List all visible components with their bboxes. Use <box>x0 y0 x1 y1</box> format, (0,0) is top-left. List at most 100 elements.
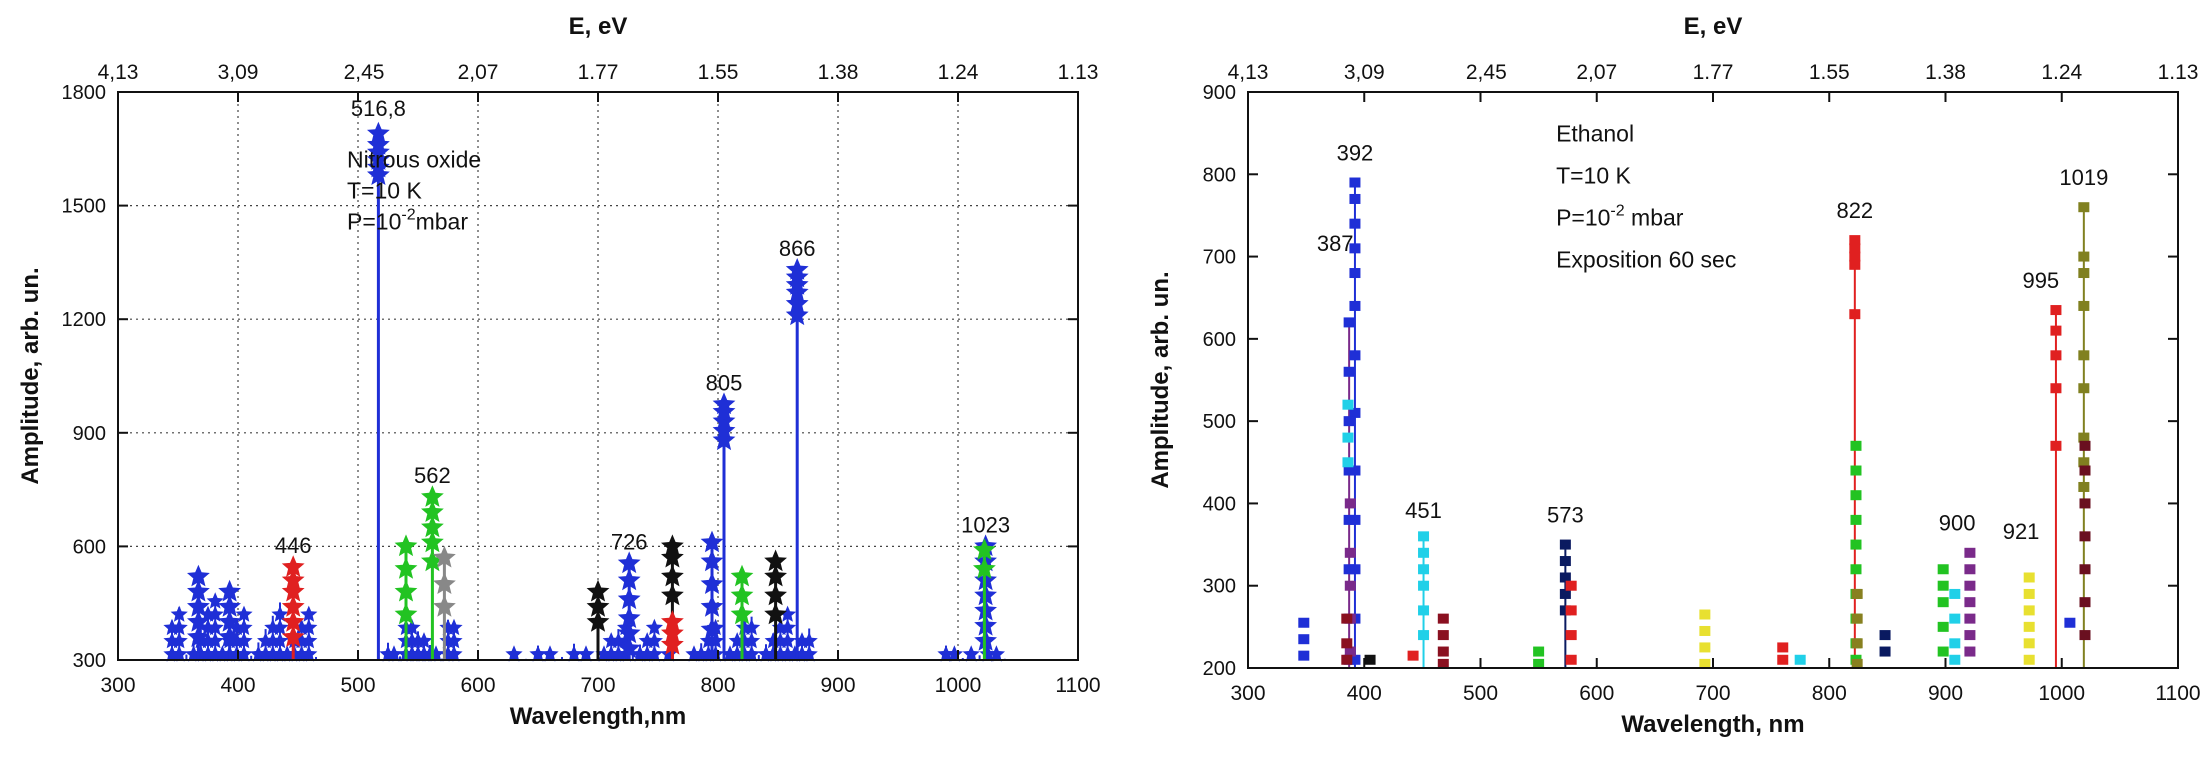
peak-marker <box>2079 498 2091 509</box>
x-tick-label: 800 <box>700 674 735 697</box>
peak-marker <box>785 280 809 303</box>
peak-marker <box>1343 465 1355 476</box>
cluster-marker <box>645 645 663 662</box>
peak-label: 1019 <box>2059 165 2108 190</box>
peak-marker <box>1341 613 1353 624</box>
cluster-marker <box>271 632 289 649</box>
peak-marker <box>281 555 305 577</box>
peak-marker <box>1298 634 1310 645</box>
peak-marker <box>1349 407 1361 418</box>
peak-marker <box>2078 300 2090 311</box>
cluster-marker <box>206 605 224 622</box>
cluster-marker <box>385 645 403 662</box>
peak-marker <box>2050 383 2062 394</box>
peak-marker <box>1949 638 1961 649</box>
peak-marker <box>1849 235 1861 246</box>
peak-marker <box>2023 638 2035 649</box>
peak-label: 1023 <box>961 512 1010 537</box>
cluster-marker <box>779 632 797 649</box>
peak-marker <box>1851 588 1863 599</box>
peak-marker <box>1341 654 1353 665</box>
peak-marker <box>1879 630 1891 641</box>
peak-marker <box>1565 630 1577 641</box>
peak-marker <box>700 530 724 553</box>
peak-marker <box>1565 654 1577 665</box>
peak-marker <box>661 545 684 568</box>
top-tick-label: 4,13 <box>98 61 139 84</box>
peak-marker <box>1937 580 1949 591</box>
peak-marker <box>187 610 210 632</box>
peak-marker <box>1343 317 1355 328</box>
peak-marker <box>730 564 754 587</box>
peak-marker <box>1850 514 1862 525</box>
peak-marker <box>1699 658 1711 669</box>
y-axis-title: Amplitude, arb. un. <box>17 267 44 484</box>
peak-marker <box>1342 399 1354 410</box>
peak-marker <box>1699 609 1711 620</box>
peak-marker <box>1533 658 1545 669</box>
peak-marker <box>218 595 241 617</box>
peak-marker <box>764 583 787 606</box>
cluster-marker <box>271 618 289 636</box>
peak-marker <box>1349 654 1361 665</box>
cluster-marker <box>415 632 433 649</box>
peak-marker <box>764 564 787 587</box>
peak-marker <box>1559 539 1571 550</box>
top-tick-label: 1.13 <box>1058 61 1099 84</box>
peak-marker <box>1418 630 1430 641</box>
peak-marker <box>1565 580 1577 591</box>
peak-marker <box>1298 617 1310 628</box>
peak-marker <box>1937 621 1949 632</box>
peak-marker <box>700 617 724 640</box>
peak-marker <box>586 579 610 602</box>
y-tick-label: 500 <box>1203 411 1236 433</box>
peak-marker <box>2078 350 2090 361</box>
cluster-marker <box>170 632 188 649</box>
x-tick-label: 1100 <box>2155 682 2200 705</box>
peak-marker <box>1341 638 1353 649</box>
peak-marker <box>2079 564 2091 575</box>
peak-marker <box>700 595 724 617</box>
peak-marker <box>1343 416 1355 427</box>
peak-marker <box>2023 654 2035 665</box>
y-tick-label: 900 <box>1203 82 1236 104</box>
cluster-marker <box>779 618 797 636</box>
peak-marker <box>1349 350 1361 361</box>
cluster-marker <box>300 645 318 662</box>
peak-label: 921 <box>2003 519 2040 544</box>
peak-marker <box>1349 300 1361 311</box>
peak-marker <box>187 564 210 587</box>
top-tick-label: 1.24 <box>2041 61 2082 84</box>
top-tick-label: 3,09 <box>218 61 259 84</box>
peak-marker <box>1344 547 1356 558</box>
plot-frame <box>1247 91 2179 669</box>
x-tick-label: 600 <box>1579 682 1614 705</box>
x-tick-label: 900 <box>1928 682 1963 705</box>
cluster-marker <box>271 605 289 622</box>
y-tick-label: 300 <box>1203 576 1236 598</box>
cluster-marker <box>235 618 253 636</box>
peak-marker <box>617 568 641 591</box>
x-tick-label: 500 <box>340 674 375 697</box>
peak-marker <box>2064 617 2076 628</box>
peak-marker <box>1559 605 1571 616</box>
peak-marker <box>785 303 809 326</box>
x-tick-label: 300 <box>100 674 135 697</box>
peak-marker <box>1298 650 1310 661</box>
peak-marker <box>1349 177 1361 188</box>
peak-marker <box>2023 572 2035 583</box>
cluster-marker <box>645 618 663 636</box>
top-axis-title: E, eV <box>569 13 628 40</box>
peak-marker <box>2079 531 2091 542</box>
peak-marker <box>1343 366 1355 377</box>
top-tick-label: 4,13 <box>1228 61 1269 84</box>
peak-marker <box>394 602 418 625</box>
peak-marker <box>661 632 684 655</box>
peak-label: 516,8 <box>351 96 406 121</box>
peak-marker <box>1349 514 1361 525</box>
pressure-exponent: -2 <box>1610 202 1624 219</box>
peak-marker <box>1949 654 1961 665</box>
peak-marker <box>1565 605 1577 616</box>
cluster-marker <box>445 618 463 636</box>
peak-marker <box>281 568 305 591</box>
